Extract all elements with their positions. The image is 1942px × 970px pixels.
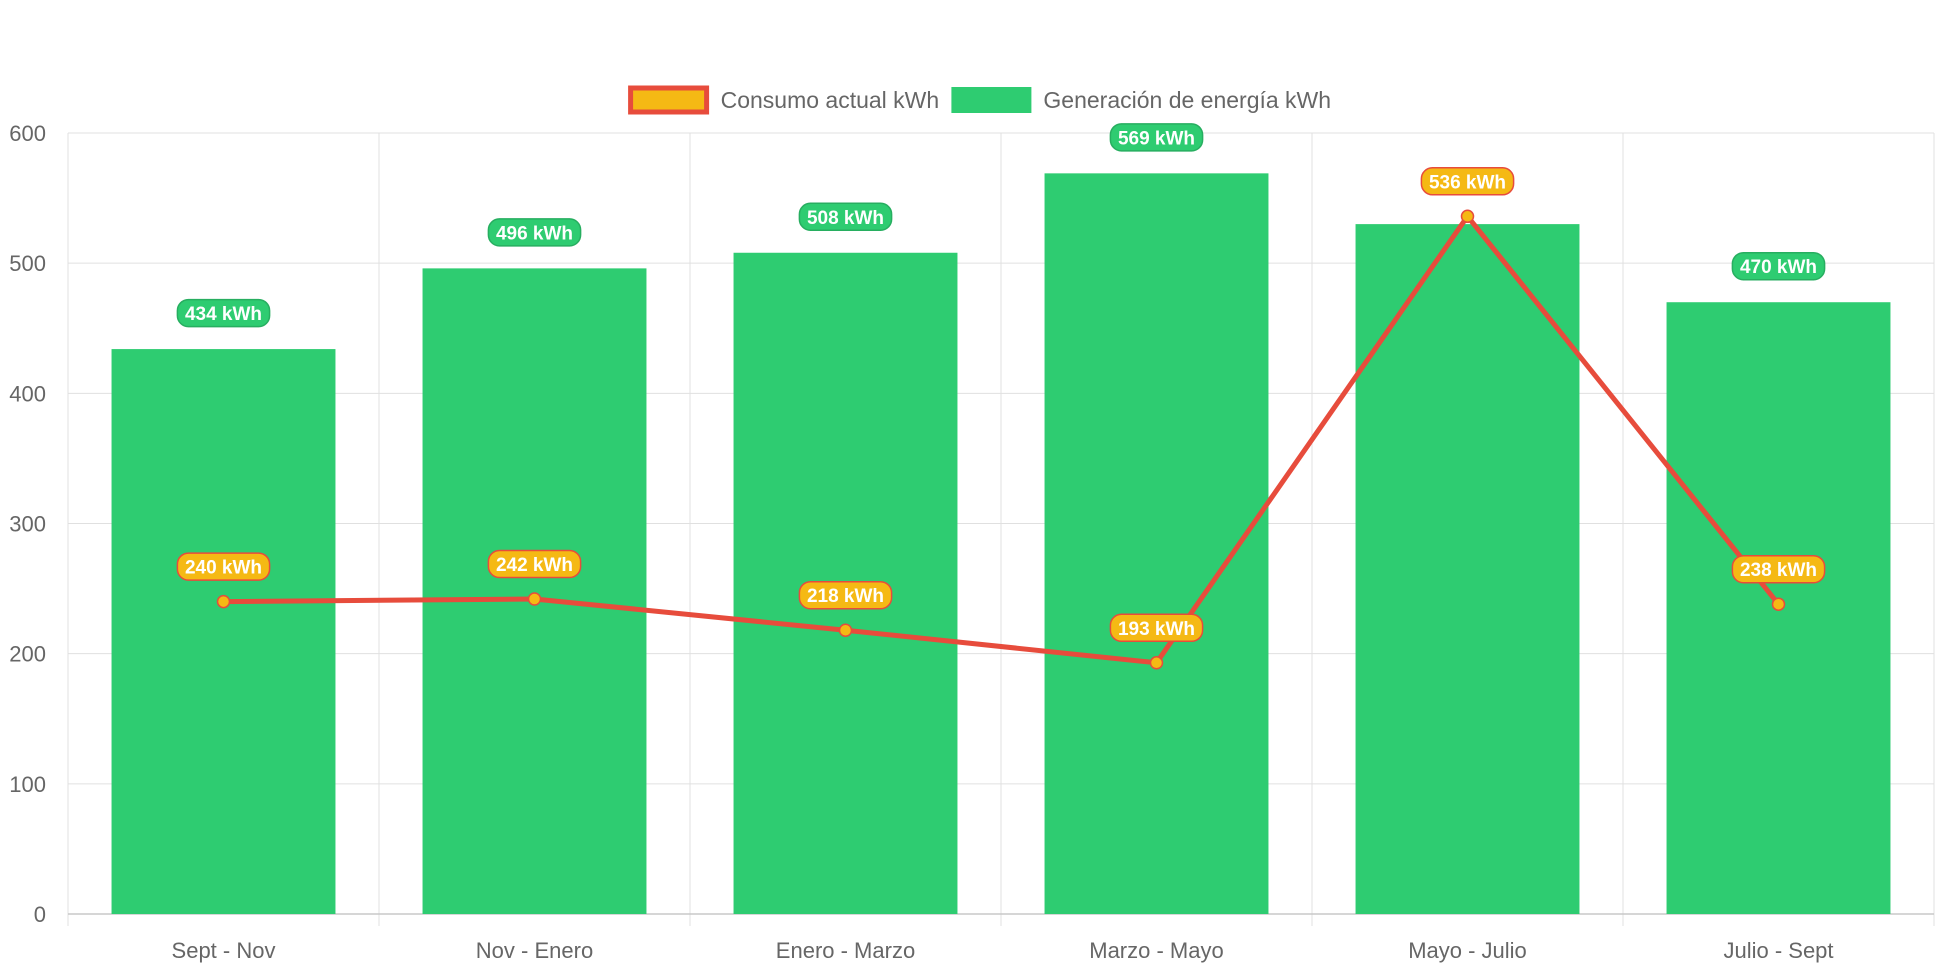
data-label-bg bbox=[798, 202, 893, 232]
legend-item-consumo: Consumo actual kWh bbox=[628, 85, 940, 115]
bar-data-label: 470 kWh bbox=[1731, 251, 1826, 281]
bar-data-label: 569 kWh bbox=[1109, 123, 1204, 152]
x-tick-label: Nov - Enero bbox=[476, 938, 593, 963]
data-label-bg bbox=[487, 549, 582, 579]
x-tick-label: Julio - Sept bbox=[1723, 938, 1833, 963]
legend-label: Consumo actual kWh bbox=[721, 87, 940, 113]
line-point bbox=[1771, 597, 1786, 611]
data-label-text: 536 kWh bbox=[1429, 172, 1506, 193]
line-data-label: 238 kWh bbox=[1731, 554, 1826, 584]
data-label-text: 240 kWh bbox=[185, 558, 262, 579]
x-tick-label: Enero - Marzo bbox=[776, 938, 915, 963]
line-data-label: 242 kWh bbox=[487, 549, 582, 579]
line-point bbox=[527, 592, 542, 606]
y-tick-label: 600 bbox=[9, 121, 46, 146]
x-axis-ticks: Sept - Nov Nov - Enero Enero - Marzo Marzo … bbox=[172, 938, 1834, 963]
bar bbox=[1044, 173, 1269, 914]
data-label-text: 193 kWh bbox=[1118, 619, 1195, 640]
bar bbox=[111, 349, 336, 914]
data-label-bg bbox=[176, 552, 271, 581]
line-series bbox=[216, 209, 1786, 670]
legend: Consumo actual kWh Generación de energía … bbox=[628, 85, 1331, 115]
y-tick-label: 200 bbox=[9, 642, 46, 667]
data-label-bg bbox=[487, 218, 582, 247]
y-axis-ticks: 0 100 200 300 400 500 600 bbox=[9, 121, 46, 927]
series-line bbox=[223, 213, 1781, 666]
data-label-bg bbox=[1109, 123, 1204, 152]
data-label-text: 218 kWh bbox=[807, 586, 884, 607]
legend-swatch bbox=[628, 85, 710, 115]
bar-series bbox=[111, 173, 1891, 915]
line-data-label: 536 kWh bbox=[1420, 167, 1515, 196]
legend-item-generacion: Generación de energía kWh bbox=[951, 87, 1331, 113]
data-label-text: 496 kWh bbox=[496, 223, 573, 244]
data-label-text: 242 kWh bbox=[496, 555, 573, 576]
line-point bbox=[216, 594, 231, 609]
y-tick-label: 0 bbox=[34, 902, 46, 927]
data-label-bg bbox=[798, 580, 893, 610]
bar bbox=[422, 268, 647, 915]
data-label-bg bbox=[1109, 613, 1204, 643]
data-label-bg bbox=[176, 298, 271, 328]
gridlines bbox=[67, 132, 1935, 926]
y-tick-label: 400 bbox=[9, 381, 46, 406]
line-point bbox=[838, 623, 853, 637]
line-point bbox=[1149, 656, 1164, 670]
line-point bbox=[1460, 209, 1475, 224]
data-label-bg bbox=[1731, 554, 1826, 584]
bar-data-label: 434 kWh bbox=[176, 298, 271, 328]
bar-data-label: 508 kWh bbox=[798, 202, 893, 232]
line-data-label: 193 kWh bbox=[1109, 613, 1204, 643]
bar-data-label: 496 kWh bbox=[487, 218, 582, 247]
y-tick-label: 500 bbox=[9, 251, 46, 276]
legend-swatch bbox=[951, 87, 1032, 113]
line-data-label: 240 kWh bbox=[176, 552, 271, 581]
x-tick-label: Sept - Nov bbox=[172, 938, 276, 963]
data-label-bg bbox=[1731, 251, 1826, 281]
bar-data-labels: 434 kWh 496 kWh 508 kWh 569 kWh 470 kWh bbox=[176, 123, 1826, 328]
data-label-text: 569 kWh bbox=[1118, 128, 1195, 149]
x-tick-label: Mayo - Julio bbox=[1408, 938, 1527, 963]
data-label-text: 434 kWh bbox=[185, 304, 262, 325]
x-tick-label: Marzo - Mayo bbox=[1089, 938, 1223, 963]
y-tick-label: 300 bbox=[9, 512, 46, 537]
line-data-label: 218 kWh bbox=[798, 580, 893, 610]
data-label-text: 238 kWh bbox=[1740, 560, 1817, 581]
bar bbox=[1355, 224, 1580, 914]
data-label-text: 470 kWh bbox=[1740, 257, 1817, 278]
data-label-bg bbox=[1420, 167, 1515, 196]
y-tick-label: 100 bbox=[9, 772, 46, 797]
legend-label: Generación de energía kWh bbox=[1043, 87, 1331, 113]
line-data-labels: 240 kWh 242 kWh 218 kWh 193 kWh 536 kWh 238 k… bbox=[176, 167, 1826, 643]
data-label-text: 508 kWh bbox=[807, 208, 884, 229]
